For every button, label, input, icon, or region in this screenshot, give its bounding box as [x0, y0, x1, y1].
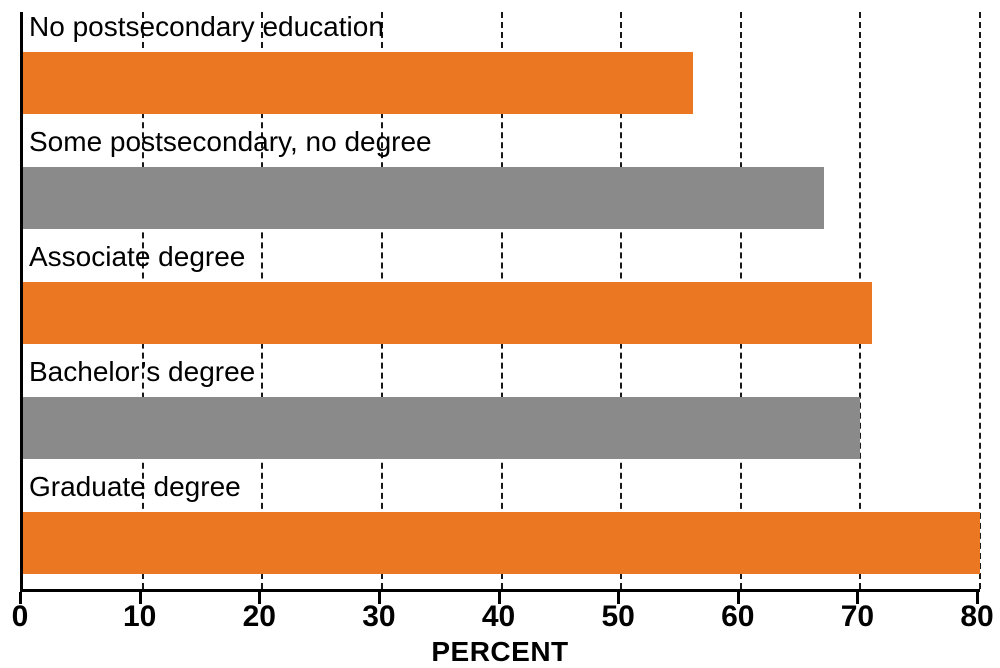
bar: [23, 397, 860, 459]
bar: [23, 167, 824, 229]
x-tick-label: 30: [362, 600, 395, 634]
x-tick-label: 20: [243, 600, 276, 634]
bar-category-label: Associate degree: [29, 242, 245, 273]
x-tick-label: 50: [601, 600, 634, 634]
horizontal-bar-chart: No postsecondary education Some postsecon…: [0, 0, 1000, 666]
bar-category-label: No postsecondary education: [29, 12, 384, 43]
bar: [23, 52, 693, 114]
x-tick-label: 70: [841, 600, 874, 634]
bar: [23, 282, 872, 344]
x-tick-label: 10: [123, 600, 156, 634]
x-tick-label: 60: [721, 600, 754, 634]
bar-slot: Some postsecondary, no degree: [23, 127, 980, 242]
bar: [23, 512, 980, 574]
x-tick-label: 0: [12, 600, 29, 634]
x-axis-tick-labels: 01020304050607080: [20, 600, 980, 636]
bar-category-label: Some postsecondary, no degree: [29, 127, 432, 158]
bar-slot: Bachelor’s degree: [23, 357, 980, 472]
bar-category-label: Graduate degree: [29, 472, 241, 503]
x-axis-title: PERCENT: [0, 636, 1000, 668]
x-tick-label: 80: [960, 600, 993, 634]
bar-slot: Graduate degree: [23, 472, 980, 587]
bar-category-label: Bachelor’s degree: [29, 357, 255, 388]
x-tick-label: 40: [482, 600, 515, 634]
plot-area: No postsecondary education Some postsecon…: [20, 12, 980, 592]
bar-slot: Associate degree: [23, 242, 980, 357]
bar-slot: No postsecondary education: [23, 12, 980, 127]
